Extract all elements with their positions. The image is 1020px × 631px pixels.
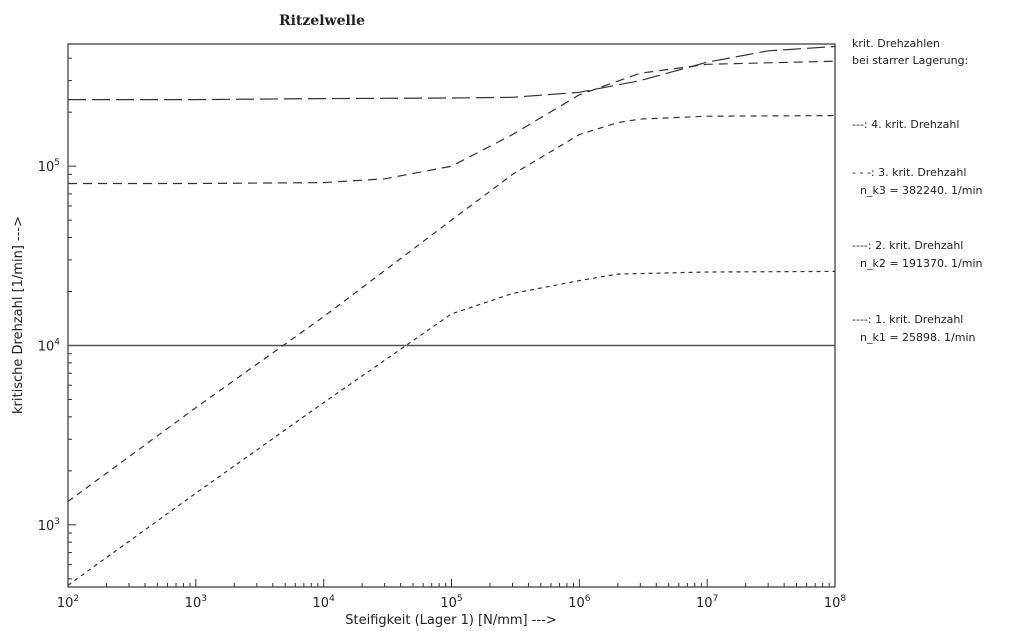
x-tick-label: 102 [57, 594, 79, 611]
legend-header: krit. Drehzahlen [852, 37, 940, 50]
chart-title: Ritzelwelle [279, 13, 365, 29]
legend-header: bei starrer Lagerung: [852, 54, 968, 67]
y-axis: 103 104 105 [38, 57, 76, 580]
plot-frame [67, 43, 836, 588]
series-lines [67, 45, 836, 586]
x-axis: 102 103 104 105 106 107 108 [57, 579, 847, 611]
series-line-3 [67, 115, 836, 502]
legend-entry-2: n_k3 = 382240. 1/min [860, 184, 983, 197]
x-tick-label: 104 [313, 594, 336, 611]
y-tick-label: 105 [38, 158, 60, 175]
series-line-2 [68, 60, 836, 185]
legend: krit. Drehzahlen bei starrer Lagerung: ---… [852, 37, 983, 344]
x-axis-label: Steifigkeit (Lager 1) [N/mm] ---> [345, 613, 556, 628]
x-tick-label: 103 [185, 594, 207, 611]
legend-entry-4: ----: 1. krit. Drehzahl [852, 313, 963, 326]
y-axis-label: kritische Drehzahl [1/min] ---> [11, 216, 26, 414]
series-line-4 [67, 270, 836, 586]
legend-entry-3: ----: 2. krit. Drehzahl [852, 239, 963, 252]
series-line-1 [68, 45, 836, 101]
y-tick-label: 103 [38, 517, 60, 534]
legend-entry-2: - - -: 3. krit. Drehzahl [852, 166, 966, 179]
legend-entry-1: ---: 4. krit. Drehzahl [852, 118, 959, 131]
legend-entry-4: n_k1 = 25898. 1/min [860, 331, 976, 344]
x-tick-label: 108 [824, 594, 847, 611]
y-tick-label: 104 [38, 337, 61, 354]
x-tick-label: 107 [696, 594, 718, 611]
legend-entry-3: n_k2 = 191370. 1/min [860, 257, 983, 270]
x-tick-label: 106 [568, 594, 591, 611]
x-tick-label: 105 [440, 594, 462, 611]
